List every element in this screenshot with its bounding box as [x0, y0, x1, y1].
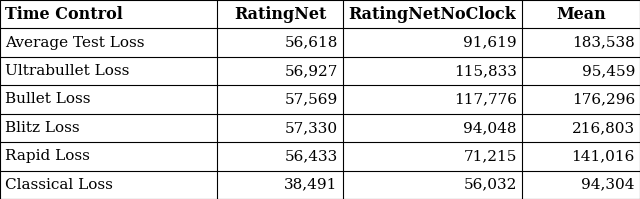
- Text: 176,296: 176,296: [572, 93, 635, 106]
- Text: 56,032: 56,032: [463, 178, 516, 192]
- Text: 57,569: 57,569: [285, 93, 338, 106]
- Text: 91,619: 91,619: [463, 36, 516, 50]
- Text: 71,215: 71,215: [463, 149, 516, 163]
- Text: Mean: Mean: [556, 6, 606, 23]
- Text: Time Control: Time Control: [5, 6, 123, 23]
- Text: Rapid Loss: Rapid Loss: [5, 149, 90, 163]
- Text: Classical Loss: Classical Loss: [5, 178, 113, 192]
- Text: 56,618: 56,618: [284, 36, 338, 50]
- Text: 95,459: 95,459: [582, 64, 635, 78]
- Text: RatingNetNoClock: RatingNetNoClock: [349, 6, 516, 23]
- Text: 216,803: 216,803: [572, 121, 635, 135]
- Text: 56,433: 56,433: [285, 149, 338, 163]
- Text: 38,491: 38,491: [284, 178, 338, 192]
- Text: Bullet Loss: Bullet Loss: [5, 93, 91, 106]
- Text: RatingNet: RatingNet: [234, 6, 326, 23]
- Text: 56,927: 56,927: [284, 64, 338, 78]
- Text: 94,304: 94,304: [581, 178, 635, 192]
- Text: 183,538: 183,538: [572, 36, 635, 50]
- Text: Average Test Loss: Average Test Loss: [5, 36, 145, 50]
- Text: 115,833: 115,833: [454, 64, 516, 78]
- Text: Blitz Loss: Blitz Loss: [5, 121, 80, 135]
- Text: 57,330: 57,330: [285, 121, 338, 135]
- Text: 117,776: 117,776: [454, 93, 516, 106]
- Text: 94,048: 94,048: [463, 121, 516, 135]
- Text: 141,016: 141,016: [572, 149, 635, 163]
- Text: Ultrabullet Loss: Ultrabullet Loss: [5, 64, 129, 78]
